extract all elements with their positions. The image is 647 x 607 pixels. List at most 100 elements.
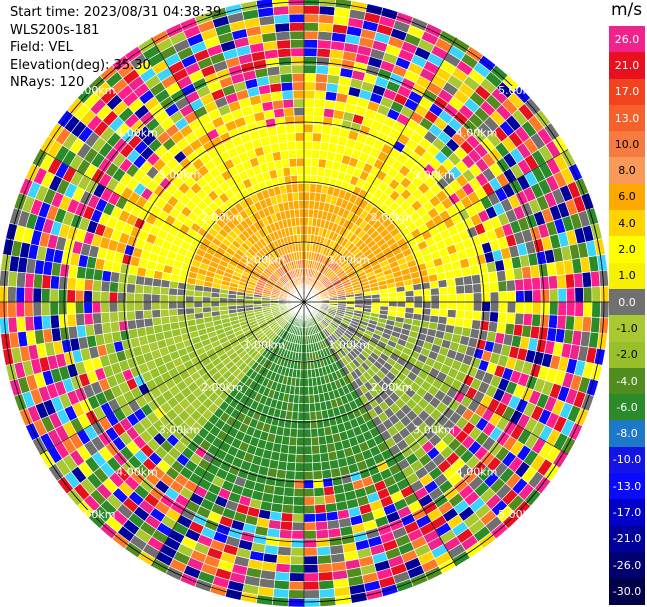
velocity-gate xyxy=(496,269,507,282)
colorbar-tick-label: 13.0 xyxy=(614,111,640,125)
velocity-gate xyxy=(303,555,319,565)
velocity-gate xyxy=(219,305,229,312)
velocity-gate xyxy=(413,301,423,309)
colorbar-tick-label: -1.0 xyxy=(616,321,638,335)
velocity-gate xyxy=(297,403,305,413)
velocity-gate xyxy=(286,453,297,464)
velocity-gate xyxy=(117,282,128,294)
velocity-gate xyxy=(288,157,298,168)
velocity-gate xyxy=(599,285,610,303)
colorbar-tick-label: 10.0 xyxy=(614,137,640,151)
velocity-gate xyxy=(316,546,331,557)
velocity-gate xyxy=(49,314,60,329)
velocity-gate xyxy=(280,81,294,92)
velocity-gate xyxy=(388,301,398,308)
velocity-gate xyxy=(49,275,60,290)
elevation-label: Elevation(deg): 35.30 xyxy=(10,57,151,73)
velocity-gate xyxy=(185,313,196,321)
scan-info: Start time: 2023/08/31 04:38:39 WLS200s-… xyxy=(10,4,221,92)
velocity-gate xyxy=(590,270,601,288)
velocity-gate xyxy=(299,216,305,227)
velocity-gate xyxy=(275,562,291,574)
velocity-gate xyxy=(7,270,18,288)
velocity-gate xyxy=(278,529,293,540)
colorbar-segment: -13.0 xyxy=(609,473,645,500)
velocity-gate xyxy=(505,312,516,325)
colorbar-segment: 8.0 xyxy=(609,157,645,184)
velocity-gate xyxy=(297,183,305,193)
velocity-gate xyxy=(244,301,254,306)
velocity-gate xyxy=(303,411,311,421)
velocity-gate xyxy=(522,277,533,291)
velocity-gate xyxy=(316,47,331,58)
velocity-gate xyxy=(303,428,312,438)
velocity-gate xyxy=(289,166,298,176)
velocity-gate xyxy=(573,315,584,332)
velocity-gate xyxy=(318,443,329,454)
velocity-gate xyxy=(316,56,331,67)
velocity-gate xyxy=(295,445,305,455)
velocity-gate xyxy=(310,436,320,447)
velocity-gate xyxy=(303,504,316,515)
velocity-gate xyxy=(312,461,323,472)
velocity-gate xyxy=(295,149,305,159)
velocity-gate xyxy=(315,73,329,84)
colorbar-tick-label: 8.0 xyxy=(618,164,636,178)
velocity-gate xyxy=(430,301,440,310)
velocity-gate xyxy=(151,285,162,295)
velocity-gate xyxy=(489,301,500,313)
velocity-gate xyxy=(58,288,68,303)
velocity-gate xyxy=(125,292,136,303)
velocity-gate xyxy=(464,292,474,303)
velocity-gate xyxy=(455,293,466,303)
velocity-gate xyxy=(557,287,567,303)
velocity-gate xyxy=(288,13,305,24)
velocity-gate xyxy=(296,157,305,167)
velocity-gate xyxy=(292,191,299,202)
velocity-gate xyxy=(591,301,601,318)
velocity-gate xyxy=(168,314,179,324)
velocity-gate xyxy=(100,291,110,303)
velocity-gate xyxy=(309,411,317,421)
velocity-gate xyxy=(298,386,305,396)
range-label: 1.00km xyxy=(244,338,286,351)
velocity-gate xyxy=(315,410,323,421)
velocity-gate xyxy=(311,140,322,151)
velocity-gate xyxy=(278,141,289,152)
velocity-gate xyxy=(134,283,145,294)
velocity-gate xyxy=(291,530,305,540)
velocity-gate xyxy=(313,98,326,109)
velocity-gate xyxy=(557,301,567,317)
velocity-gate xyxy=(58,314,69,329)
velocity-gate xyxy=(41,274,52,290)
velocity-gate xyxy=(515,290,525,303)
velocity-gate xyxy=(324,494,337,505)
velocity-gate xyxy=(293,106,305,117)
velocity-gate xyxy=(481,301,491,313)
velocity-gate xyxy=(573,272,584,289)
velocity-gate xyxy=(438,286,449,296)
velocity-gate xyxy=(303,343,307,354)
velocity-gate xyxy=(404,290,415,297)
velocity-gate xyxy=(83,312,94,326)
velocity-gate xyxy=(472,292,483,303)
velocity-gate xyxy=(287,149,297,160)
velocity-gate xyxy=(437,279,448,289)
velocity-gate xyxy=(276,554,292,565)
velocity-gate xyxy=(142,293,153,303)
velocity-gate xyxy=(235,301,246,306)
velocity-gate xyxy=(303,39,319,49)
velocity-gate xyxy=(275,469,287,480)
range-label: 2.00km xyxy=(201,381,243,394)
colorbar-tick-label: -8.0 xyxy=(616,427,638,441)
velocity-gate xyxy=(314,503,327,514)
velocity-gate xyxy=(282,495,295,506)
range-label: 3.00km xyxy=(159,169,201,182)
velocity-gate xyxy=(539,314,550,329)
velocity-gate xyxy=(447,293,457,303)
velocity-gate xyxy=(317,435,327,446)
velocity-gate xyxy=(58,301,68,316)
velocity-gate xyxy=(293,487,305,498)
velocity-gate xyxy=(318,5,336,16)
velocity-gate xyxy=(7,301,17,318)
